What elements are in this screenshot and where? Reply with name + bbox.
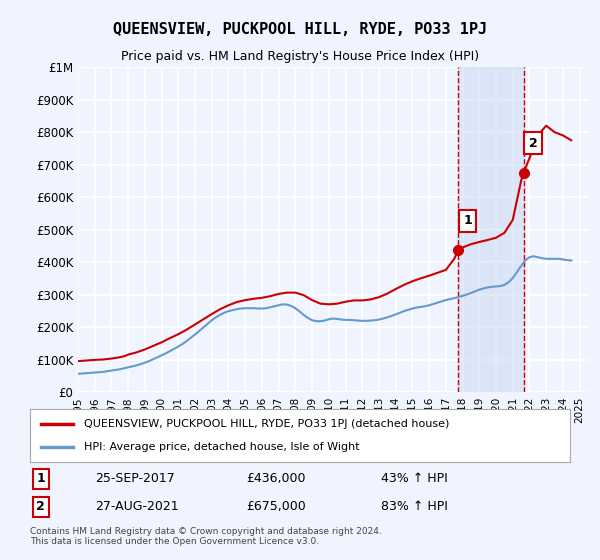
Text: Price paid vs. HM Land Registry's House Price Index (HPI): Price paid vs. HM Land Registry's House … bbox=[121, 50, 479, 63]
Text: 27-AUG-2021: 27-AUG-2021 bbox=[95, 500, 178, 514]
Text: £436,000: £436,000 bbox=[246, 472, 305, 486]
Text: 1: 1 bbox=[463, 214, 472, 227]
Text: HPI: Average price, detached house, Isle of Wight: HPI: Average price, detached house, Isle… bbox=[84, 442, 359, 452]
Text: 43% ↑ HPI: 43% ↑ HPI bbox=[381, 472, 448, 486]
Text: 25-SEP-2017: 25-SEP-2017 bbox=[95, 472, 175, 486]
Text: QUEENSVIEW, PUCKPOOL HILL, RYDE, PO33 1PJ: QUEENSVIEW, PUCKPOOL HILL, RYDE, PO33 1P… bbox=[113, 22, 487, 38]
Text: 2: 2 bbox=[529, 137, 538, 150]
Text: 2: 2 bbox=[37, 500, 45, 514]
Text: Contains HM Land Registry data © Crown copyright and database right 2024.
This d: Contains HM Land Registry data © Crown c… bbox=[30, 526, 382, 546]
Text: 83% ↑ HPI: 83% ↑ HPI bbox=[381, 500, 448, 514]
Text: £675,000: £675,000 bbox=[246, 500, 306, 514]
Text: 1: 1 bbox=[37, 472, 45, 486]
Bar bbox=[458, 67, 524, 392]
Text: QUEENSVIEW, PUCKPOOL HILL, RYDE, PO33 1PJ (detached house): QUEENSVIEW, PUCKPOOL HILL, RYDE, PO33 1P… bbox=[84, 419, 449, 429]
